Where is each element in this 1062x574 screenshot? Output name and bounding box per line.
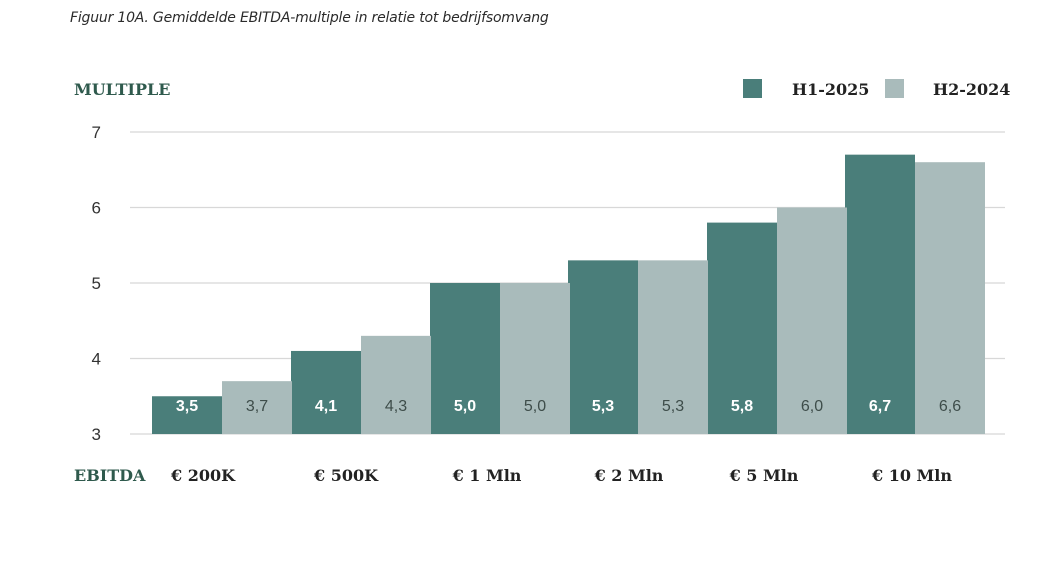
y-tick-label: 3 (92, 425, 101, 444)
data-label: 6,6 (939, 398, 961, 415)
y-tick-label: 6 (92, 199, 101, 218)
x-tick-label: € 2 Mln (594, 466, 664, 485)
bar-h2-2024-0 (222, 381, 292, 434)
x-tick-label: € 1 Mln (452, 466, 522, 485)
bar-h1-2025-2 (430, 283, 500, 434)
y-tick-label: 4 (92, 350, 101, 369)
bar-h1-2025-1 (291, 350, 361, 434)
legend-swatch-h2 (885, 79, 904, 98)
data-label: 3,7 (246, 398, 268, 415)
x-axis-title: EBITDA (74, 466, 146, 485)
bar-h2-2024-1 (361, 335, 431, 434)
data-label: 6,0 (801, 398, 823, 415)
figure-caption: Figuur 10A. Gemiddelde EBITDA-multiple i… (70, 10, 549, 26)
x-tick-label: € 500K (313, 466, 379, 485)
data-label: 6,7 (869, 398, 891, 415)
bar-h2-2024-5 (915, 162, 985, 434)
data-label: 5,8 (731, 398, 753, 415)
y-tick-label: 5 (92, 274, 101, 293)
data-label: 3,5 (176, 398, 198, 415)
bar-h1-2025-0 (152, 396, 222, 434)
bar-h1-2025-4 (707, 222, 777, 434)
data-label: 5,0 (524, 398, 546, 415)
bar-h1-2025-5 (845, 154, 915, 434)
legend-label-h2: H2-2024 (933, 80, 1010, 99)
bar-h2-2024-4 (777, 207, 847, 434)
legend-label-h1: H1-2025 (792, 80, 869, 99)
data-label: 4,3 (385, 398, 407, 415)
legend-swatch-h1 (743, 79, 762, 98)
bar-h1-2025-3 (568, 260, 638, 434)
data-label: 5,3 (592, 398, 614, 415)
data-label: 5,0 (454, 398, 476, 415)
x-tick-label: € 200K (170, 466, 236, 485)
bar-h2-2024-3 (638, 260, 708, 434)
x-tick-label: € 10 Mln (871, 466, 952, 485)
data-label: 5,3 (662, 398, 684, 415)
data-label: 4,1 (315, 398, 337, 415)
x-tick-label: € 5 Mln (729, 466, 799, 485)
y-axis-title: MULTIPLE (74, 80, 170, 99)
y-tick-label: 7 (92, 123, 101, 142)
bar-h2-2024-2 (500, 283, 570, 434)
